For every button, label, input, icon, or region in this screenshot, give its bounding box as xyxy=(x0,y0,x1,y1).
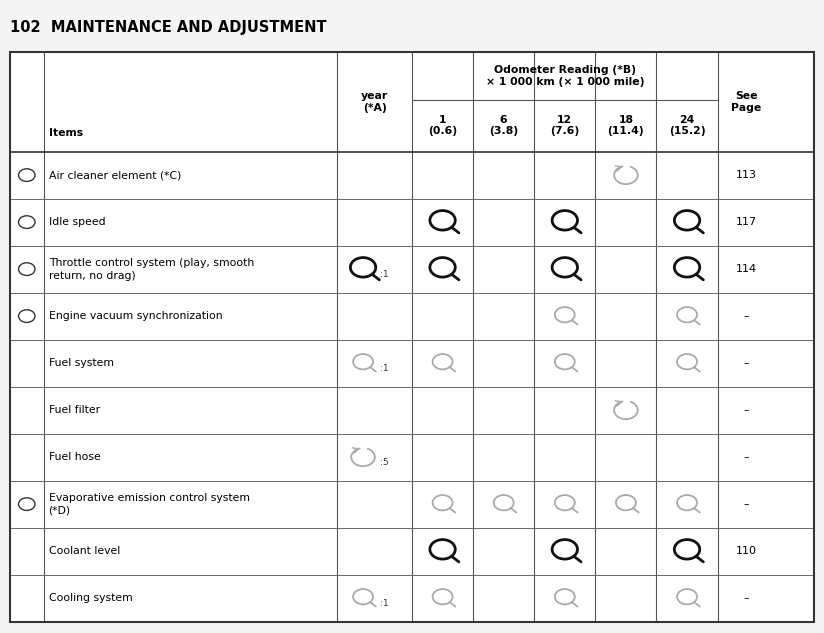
Text: 102  MAINTENANCE AND ADJUSTMENT: 102 MAINTENANCE AND ADJUSTMENT xyxy=(10,20,326,35)
Text: 6
(3.8): 6 (3.8) xyxy=(489,115,518,137)
Text: Fuel filter: Fuel filter xyxy=(49,405,100,415)
Text: :5: :5 xyxy=(380,458,388,467)
Text: Throttle control system (play, smooth
return, no drag): Throttle control system (play, smooth re… xyxy=(49,258,254,280)
Text: 113: 113 xyxy=(736,170,757,180)
Text: –: – xyxy=(744,452,749,462)
Text: See
Page: See Page xyxy=(732,91,761,113)
Text: 24
(15.2): 24 (15.2) xyxy=(669,115,705,137)
Text: Coolant level: Coolant level xyxy=(49,546,119,556)
Text: Fuel system: Fuel system xyxy=(49,358,114,368)
Text: 114: 114 xyxy=(736,264,757,274)
Text: Engine vacuum synchronization: Engine vacuum synchronization xyxy=(49,311,222,321)
Text: –: – xyxy=(744,405,749,415)
Text: Cooling system: Cooling system xyxy=(49,593,133,603)
Text: 18
(11.4): 18 (11.4) xyxy=(607,115,644,137)
Text: 117: 117 xyxy=(736,217,757,227)
Text: Air cleaner element (*C): Air cleaner element (*C) xyxy=(49,170,181,180)
Text: –: – xyxy=(744,593,749,603)
Text: Odometer Reading (*B)
× 1 000 km (× 1 000 mile): Odometer Reading (*B) × 1 000 km (× 1 00… xyxy=(485,65,644,87)
Text: 12
(7.6): 12 (7.6) xyxy=(550,115,579,137)
Text: –: – xyxy=(744,311,749,321)
Text: 110: 110 xyxy=(736,546,757,556)
Text: –: – xyxy=(744,358,749,368)
Text: year
(*A): year (*A) xyxy=(361,91,388,113)
Text: :1: :1 xyxy=(380,599,388,608)
Text: :1: :1 xyxy=(380,364,388,373)
Text: 1
(0.6): 1 (0.6) xyxy=(428,115,457,137)
Text: :1: :1 xyxy=(380,270,388,279)
Text: Evaporative emission control system
(*D): Evaporative emission control system (*D) xyxy=(49,492,250,515)
Text: Fuel hose: Fuel hose xyxy=(49,452,101,462)
Text: Items: Items xyxy=(49,128,82,139)
Text: –: – xyxy=(744,499,749,509)
Text: Idle speed: Idle speed xyxy=(49,217,105,227)
